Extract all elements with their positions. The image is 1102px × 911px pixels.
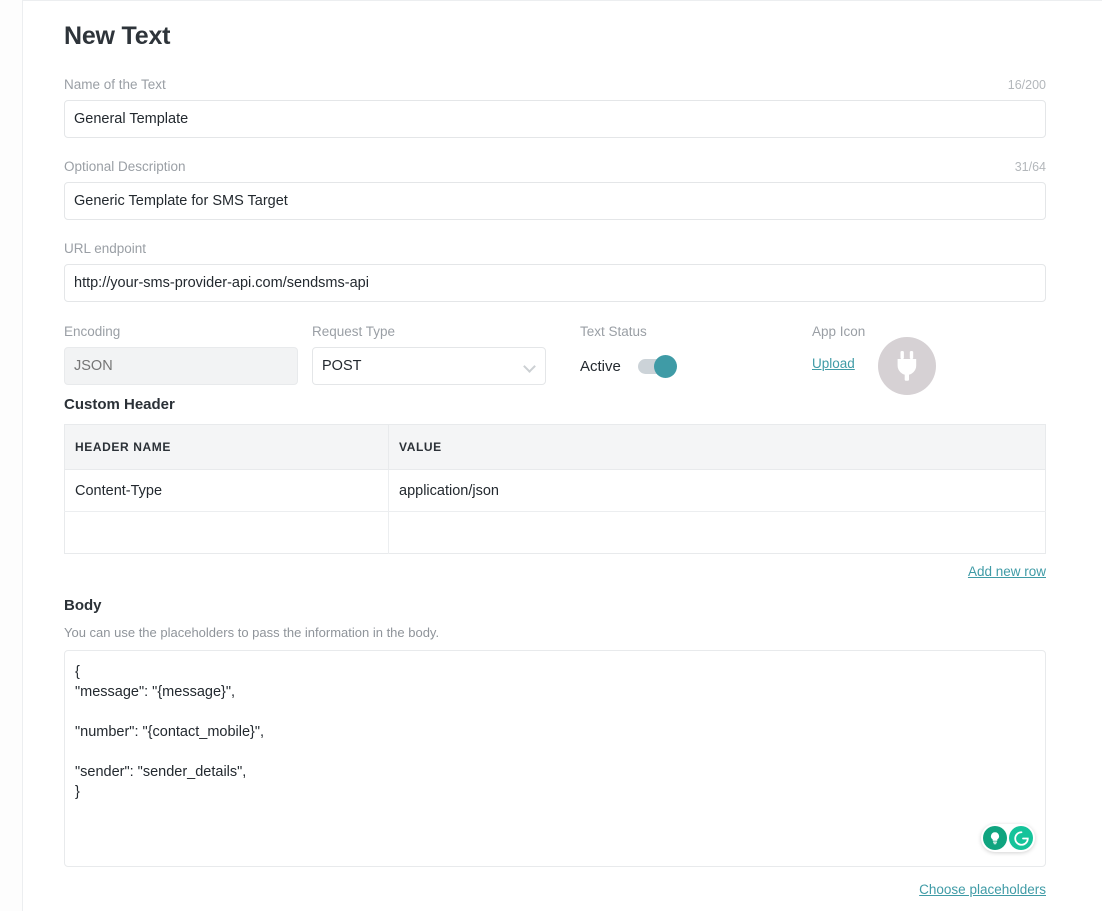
field-name-header: Name of the Text 16/200 [64,77,1046,92]
new-text-form: New Text Name of the Text 16/200 Optiona… [64,0,1046,899]
header-name-cell[interactable]: Content-Type [64,469,389,512]
url-endpoint-input[interactable] [64,264,1046,302]
page-title: New Text [64,22,171,50]
optional-description-input[interactable] [64,182,1046,220]
column-header-value: VALUE [388,424,1046,470]
field-optional-description: Optional Description 31/64 [64,159,1046,220]
name-of-text-label: Name of the Text [64,77,166,92]
page-gutter [0,0,22,911]
text-status-toggle[interactable] [637,354,677,378]
request-type-group: Request Type POST [312,324,546,385]
bottom-actions: Choose placeholders [64,881,1046,899]
app-icon-preview[interactable] [877,337,936,395]
text-status-group: Text Status Active [580,324,677,385]
header-value-cell[interactable] [389,512,1046,554]
request-type-select[interactable]: POST [312,347,546,385]
optional-description-counter: 31/64 [1014,160,1046,174]
column-header-name: HEADER NAME [64,424,389,470]
toggle-knob [653,354,677,378]
text-status-control: Active [580,347,677,385]
body-textarea[interactable]: { "message": "{message}", "number": "{co… [64,650,1046,867]
table-header-row: HEADER NAME VALUE [64,424,1046,470]
custom-header-table: HEADER NAME VALUE Content-Type applicati… [64,424,1046,554]
text-status-state-label: Active [580,357,621,375]
custom-header-title: Custom Header [64,396,175,413]
encoding-group: Encoding [64,324,298,385]
body-title: Body [64,597,102,614]
table-row[interactable]: Content-Type application/json [64,469,1046,512]
field-name-of-text: Name of the Text 16/200 [64,77,1046,138]
table-actions: Add new row [64,563,1046,581]
encoding-label: Encoding [64,324,121,339]
encoding-input [64,347,298,385]
top-divider [22,0,1102,1]
add-new-row-link[interactable]: Add new row [967,564,1046,579]
options-row: Encoding Request Type POST Text Status A… [64,324,1046,396]
app-icon-label: App Icon [812,324,866,339]
left-divider [22,0,23,911]
field-description-header: Optional Description 31/64 [64,159,1046,174]
url-endpoint-label: URL endpoint [64,241,147,256]
text-status-label: Text Status [580,324,647,339]
optional-description-label: Optional Description [64,159,186,174]
writing-assistant-pill[interactable] [981,824,1035,852]
custom-header-tbody: Content-Type application/json [64,469,1046,554]
choose-placeholders-link[interactable]: Choose placeholders [919,882,1046,897]
upload-link[interactable]: Upload [812,356,855,371]
custom-header-thead: HEADER NAME VALUE [64,424,1046,470]
field-url-endpoint: URL endpoint [64,241,1046,302]
lightbulb-icon[interactable] [983,826,1007,850]
request-type-value[interactable]: POST [312,347,546,385]
request-type-label: Request Type [312,324,396,339]
app-icon-group: App Icon Upload [812,324,936,395]
app-icon-row: Upload [812,337,936,395]
grammarly-icon[interactable] [1009,826,1033,850]
power-plug-icon [897,351,916,381]
header-name-cell[interactable] [64,511,389,554]
body-area: { "message": "{message}", "number": "{co… [64,650,1046,872]
name-of-text-counter: 16/200 [1007,78,1046,92]
body-hint: You can use the placeholders to pass the… [64,625,440,640]
name-of-text-input[interactable] [64,100,1046,138]
header-value-cell[interactable]: application/json [388,469,1046,512]
field-url-header: URL endpoint [64,241,1046,256]
table-row[interactable] [64,511,1046,554]
